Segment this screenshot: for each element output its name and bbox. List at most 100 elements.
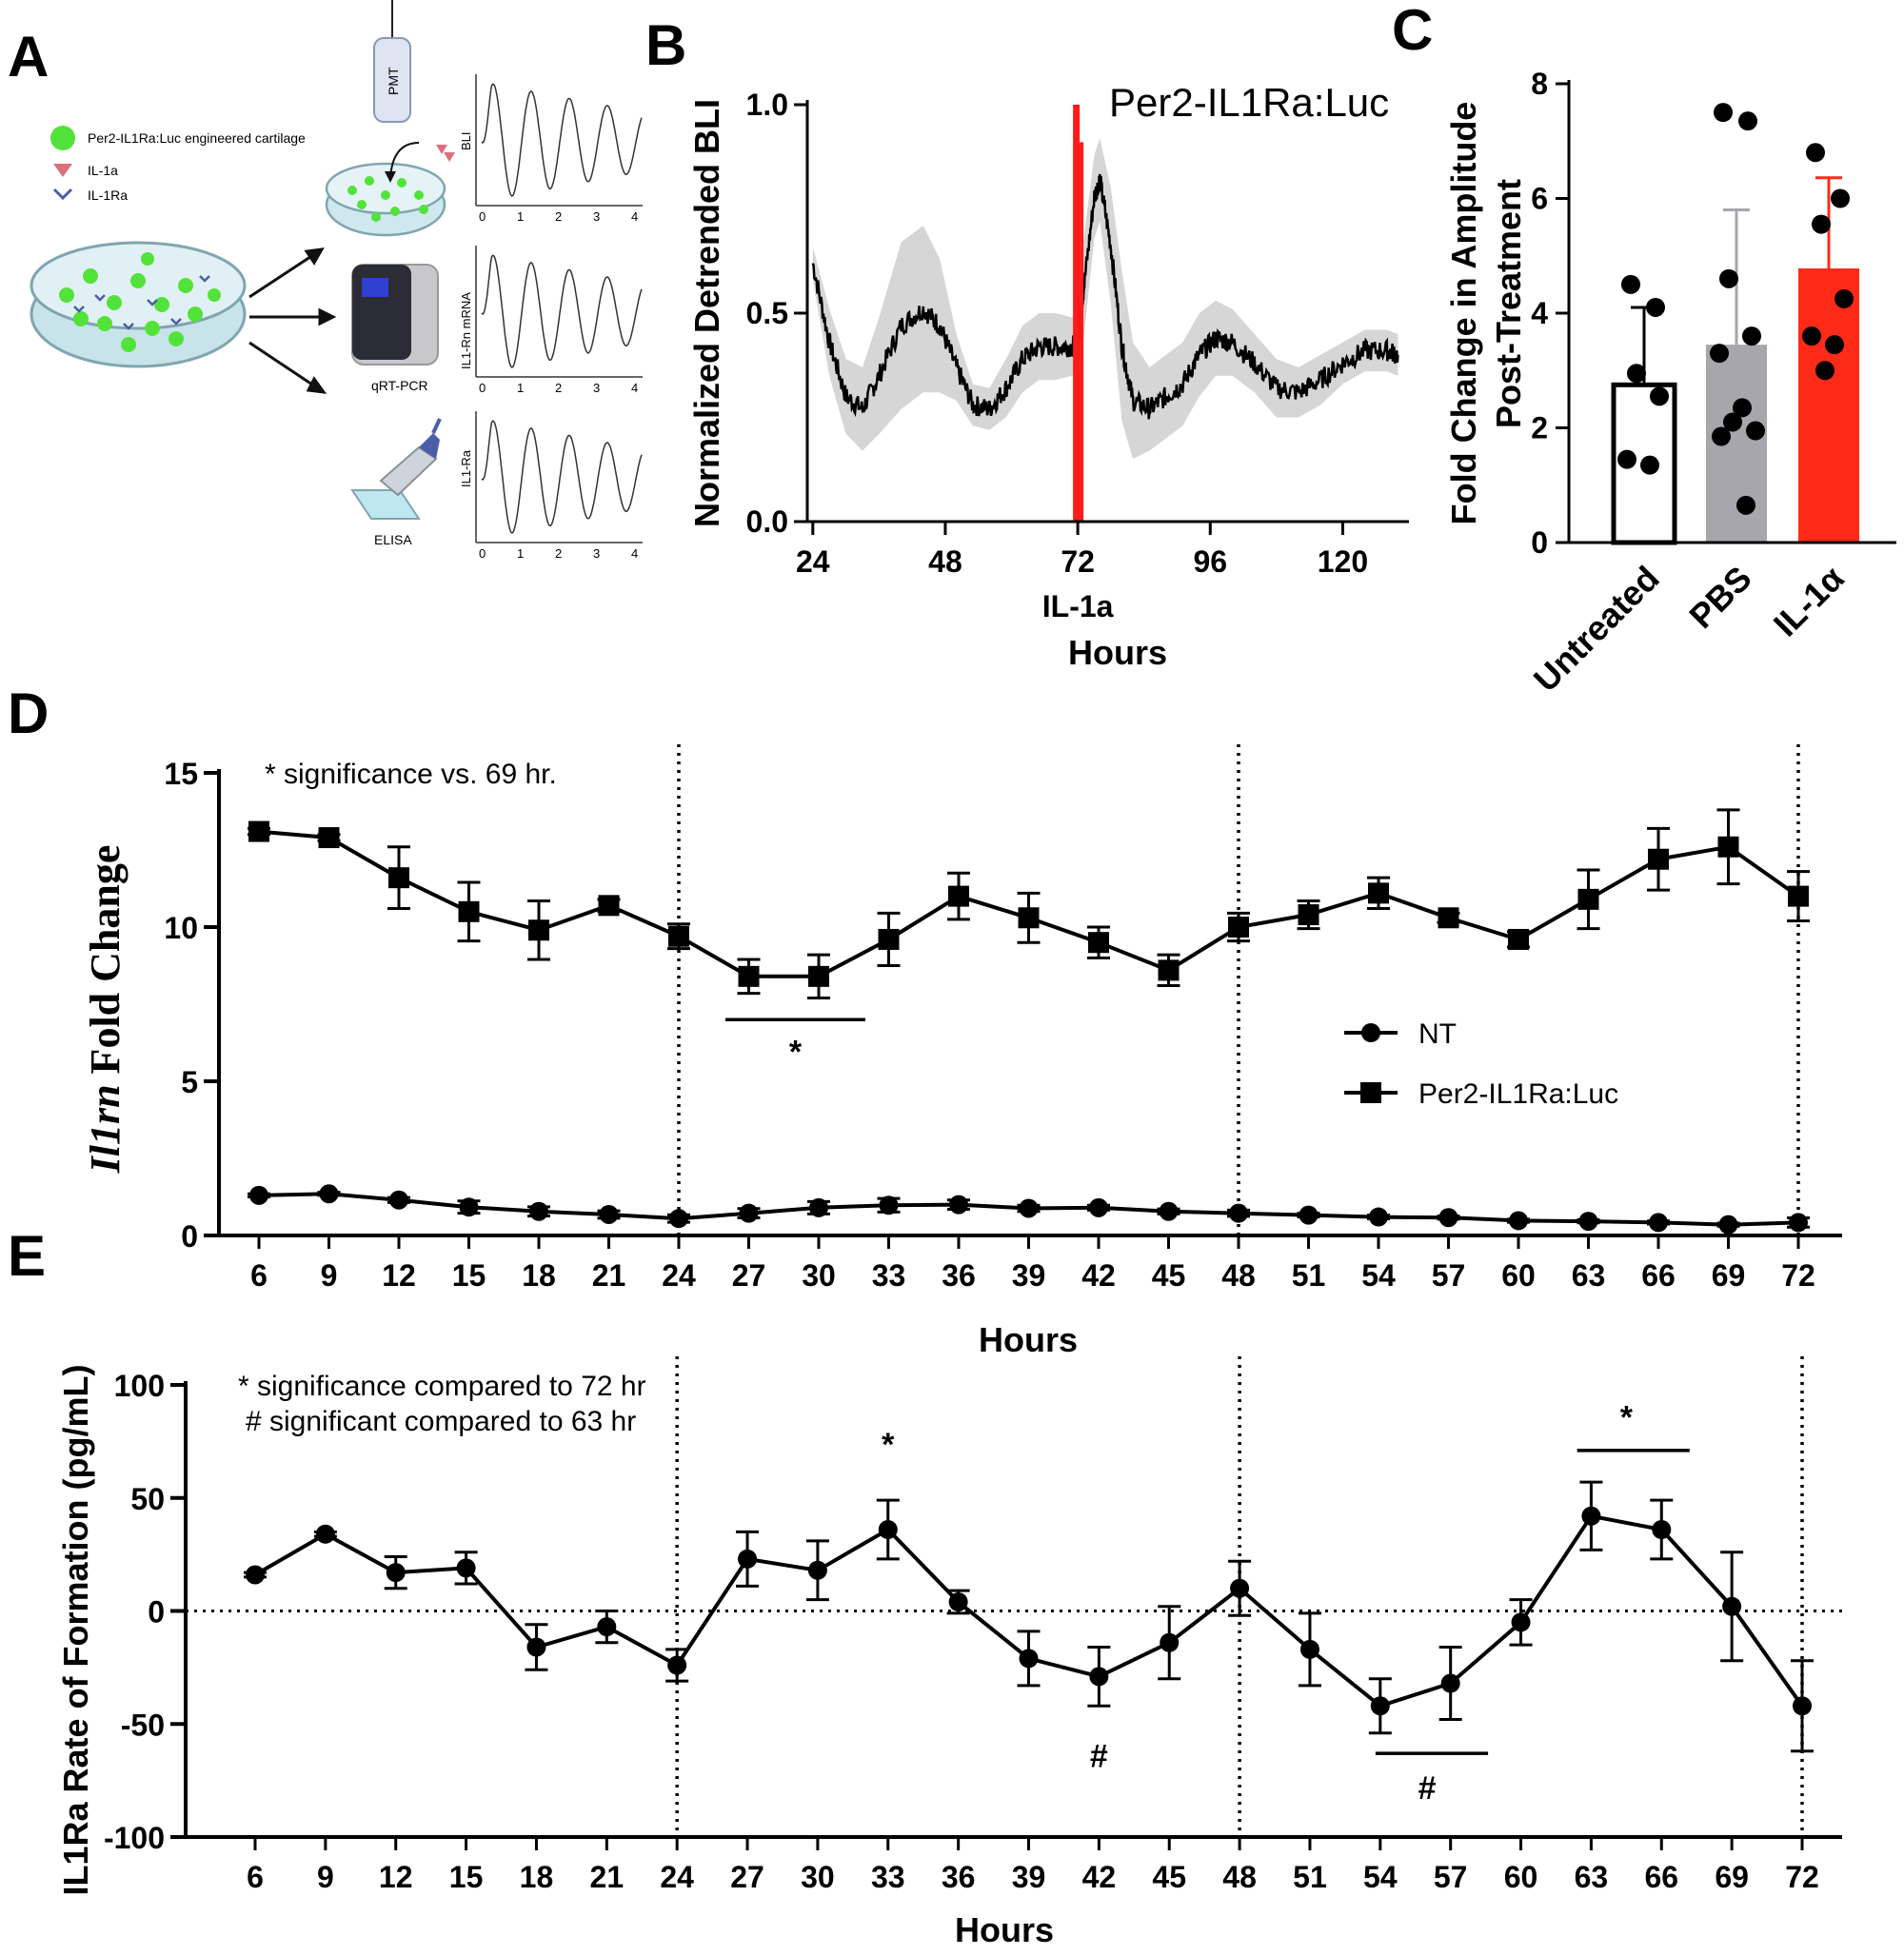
data-point (315, 1524, 335, 1544)
data-point (1835, 288, 1854, 308)
x-category-label: Untreated (1526, 559, 1667, 700)
legend-label-cartilage: Per2-IL1Ra:Luc engineered cartilage (88, 130, 306, 146)
data-point-circle (669, 1209, 688, 1229)
blue-chevron-icon (52, 188, 73, 201)
x-tick-label: 21 (592, 1258, 626, 1293)
sig-star: * (882, 1427, 895, 1463)
data-point (1812, 214, 1831, 234)
data-point (1736, 495, 1755, 515)
panel-letter-a: A (8, 25, 49, 89)
x-tick-label: 72 (1785, 1860, 1819, 1894)
qpcr-machine-icon: qRT-PCR (351, 264, 439, 393)
data-point (1719, 268, 1738, 288)
x-tick-label: 57 (1434, 1860, 1468, 1894)
data-point-circle (1229, 1203, 1248, 1223)
x-tick-label: 72 (1061, 544, 1095, 579)
treatment-label: IL-1a (1042, 589, 1114, 623)
panel-c: C Untreated PBS IL-1α 0 2 4 6 8 Fold Change in A… (1392, 0, 1896, 699)
data-point (1802, 326, 1821, 346)
x-tick-label: 48 (928, 544, 962, 579)
data-point-square (1298, 904, 1319, 926)
data-point-square (668, 925, 689, 947)
data-point-circle (739, 1203, 759, 1223)
data-point (948, 1592, 968, 1611)
data-point-circle (809, 1197, 828, 1217)
data-point-square (1368, 882, 1389, 904)
y-tick-label: 0.0 (746, 504, 788, 539)
data-point-square (458, 900, 480, 922)
mini-xtick-label: 2 (555, 209, 562, 224)
x-tick-label: 54 (1361, 1258, 1396, 1293)
pmt-label: PMT (386, 67, 401, 95)
data-point-square (1228, 917, 1249, 938)
x-tick-label: 120 (1318, 544, 1368, 579)
mini-xtick-label: 4 (631, 209, 638, 224)
x-tick-label: 21 (590, 1860, 625, 1894)
data-point (1806, 143, 1825, 163)
x-axis-title: Hours (955, 1910, 1054, 1949)
mini-xtick-label: 2 (555, 381, 562, 395)
x-tick-label: 36 (942, 1860, 976, 1894)
data-point (1511, 1612, 1531, 1632)
significance-note-hash: # significant compared to 63 hr (246, 1406, 636, 1437)
legend-marker-square (1360, 1082, 1381, 1103)
data-point (1299, 1639, 1319, 1659)
mini-xtick-label: 1 (517, 546, 524, 561)
mini-plot-il1ra: IL1-Ra 0 1 2 3 4 (459, 411, 643, 561)
x-tick-label: 30 (801, 1860, 835, 1894)
data-point (1646, 297, 1665, 317)
x-tick-label: 51 (1292, 1258, 1326, 1293)
data-point-square (1018, 907, 1040, 929)
x-tick-label: 66 (1641, 1258, 1676, 1293)
legend-label-per2: Per2-IL1Ra:Luc (1418, 1078, 1618, 1110)
data-point (1825, 335, 1844, 355)
chart-b: 0.0 0.5 1.0 24 48 72 96 120 IL-1a Hours Normalized… (687, 80, 1409, 672)
data-point-square (1508, 928, 1529, 950)
significance-note: * significance vs. 69 hr. (265, 759, 557, 790)
data-point-square (1788, 885, 1809, 907)
panel-letter-b: B (645, 13, 686, 77)
x-tick-label: 63 (1572, 1258, 1606, 1293)
data-point-circle (1089, 1197, 1108, 1217)
data-point (1621, 274, 1640, 294)
mini-ylabel-bli: BLI (459, 131, 473, 150)
data-point-square (738, 965, 760, 987)
data-point-square (1717, 836, 1739, 858)
sig-star: * (1620, 1399, 1634, 1435)
data-point-square (808, 965, 829, 987)
data-point-square (598, 895, 620, 917)
data-point-circle (599, 1204, 619, 1224)
y-tick-label: 6 (1531, 182, 1548, 216)
y-tick-label: 0 (181, 1219, 198, 1254)
data-point-square (948, 885, 969, 907)
x-tick-label: 15 (449, 1860, 484, 1894)
panel-b: B 0.0 0.5 1.0 24 48 72 96 120 IL-1a Hours Normaliz… (645, 13, 1409, 672)
panel-letter-c: C (1392, 0, 1433, 62)
data-point (1742, 326, 1761, 346)
x-category-label: PBS (1681, 559, 1758, 636)
data-point (1723, 412, 1742, 432)
data-point-circle (319, 1184, 339, 1204)
data-point-square (318, 827, 340, 849)
data-point (1370, 1696, 1390, 1716)
data-point-circle (1789, 1213, 1808, 1233)
x-tick-label: 69 (1715, 1860, 1749, 1894)
data-point (1440, 1673, 1460, 1693)
data-point-square (1158, 959, 1180, 981)
x-tick-label: 33 (871, 1860, 905, 1894)
data-point (1230, 1578, 1250, 1598)
x-tick-label: 33 (872, 1258, 906, 1293)
mini-ylabel-mrna: IL1-Rn mRNA (459, 292, 473, 369)
data-point-circle (879, 1195, 899, 1215)
data-point-circle (1718, 1215, 1738, 1235)
chart-c: Untreated PBS IL-1α 0 2 4 6 8 Fold Change in Amp… (1444, 67, 1896, 699)
x-tick-label: 27 (732, 1258, 766, 1293)
y-tick-label: 5 (181, 1065, 198, 1099)
x-tick-label: 39 (1012, 1258, 1046, 1293)
x-tick-label: 45 (1152, 1860, 1186, 1894)
data-point (1160, 1632, 1180, 1652)
significance-note-star: * significance compared to 72 hr (238, 1371, 646, 1402)
x-tick-label: 72 (1781, 1258, 1815, 1293)
